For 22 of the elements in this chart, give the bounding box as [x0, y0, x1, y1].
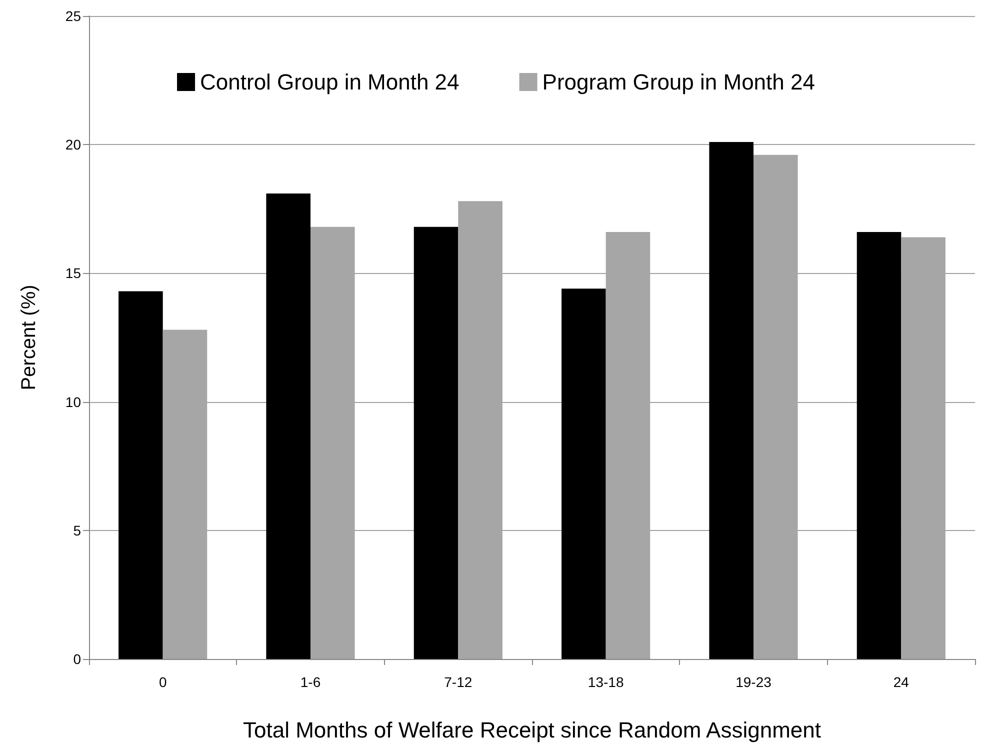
- x-tick-label: 13-18: [588, 674, 624, 690]
- y-tick-label: 0: [73, 651, 82, 667]
- y-tick-label: 15: [65, 265, 82, 282]
- legend-label: Control Group in Month 24: [200, 70, 460, 94]
- legend-label: Program Group in Month 24: [542, 70, 815, 94]
- bar: [709, 142, 754, 659]
- x-tick-label: 7-12: [444, 674, 472, 690]
- x-tick-label: 1-6: [300, 674, 321, 690]
- x-tick-label: 19-23: [736, 674, 772, 690]
- y-tick-label: 25: [65, 8, 82, 24]
- y-tick-label: 10: [65, 394, 82, 410]
- x-tick-label: 24: [893, 674, 910, 690]
- bar: [414, 226, 458, 659]
- y-tick-label: 5: [73, 522, 82, 538]
- y-axis-title: Percent (%): [18, 284, 40, 390]
- x-axis-title: Total Months of Welfare Receipt since Random Assignment: [243, 718, 821, 742]
- bar: [266, 193, 310, 659]
- bar: [562, 288, 606, 659]
- y-tick-label: 20: [65, 136, 82, 153]
- x-tick-label: 0: [158, 674, 167, 690]
- bar: [856, 232, 902, 659]
- bar: [118, 291, 163, 659]
